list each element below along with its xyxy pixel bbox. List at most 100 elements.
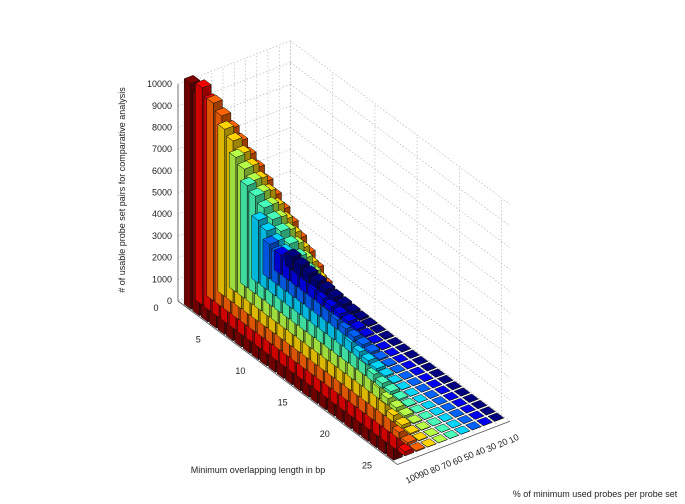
bar bbox=[394, 343, 412, 353]
bar bbox=[411, 355, 429, 366]
y-tick-label: 40 bbox=[473, 445, 487, 459]
bar bbox=[411, 431, 429, 442]
bar bbox=[417, 372, 434, 382]
bar bbox=[434, 385, 451, 395]
bar bbox=[375, 340, 392, 351]
bar bbox=[428, 406, 445, 416]
bar bbox=[423, 427, 440, 437]
x-tick-label: 10 bbox=[235, 366, 245, 376]
bar bbox=[358, 327, 375, 338]
bar bbox=[408, 404, 426, 414]
y-tick-label: 70 bbox=[440, 458, 454, 472]
bar bbox=[352, 310, 369, 321]
bar bbox=[434, 423, 451, 433]
bar bbox=[487, 412, 505, 422]
bar bbox=[389, 364, 406, 374]
bar bbox=[468, 410, 485, 420]
bar bbox=[448, 408, 465, 418]
bar bbox=[425, 417, 443, 427]
bar bbox=[408, 442, 426, 452]
z-tick-label: 4000 bbox=[152, 209, 172, 219]
bar bbox=[420, 400, 437, 410]
z-tick-label: 2000 bbox=[152, 253, 172, 263]
bar bbox=[431, 434, 448, 444]
x-tick-label: 20 bbox=[320, 429, 330, 439]
z-tick-label: 3000 bbox=[152, 231, 172, 241]
bar bbox=[383, 383, 400, 395]
bar bbox=[400, 360, 417, 370]
bar bbox=[397, 407, 414, 419]
x-tick-label: 25 bbox=[362, 460, 372, 470]
bar bbox=[439, 402, 457, 412]
bar bbox=[403, 349, 420, 359]
bar bbox=[437, 413, 454, 423]
z-tick-label: 6000 bbox=[152, 166, 172, 176]
x-tick-label: 15 bbox=[278, 397, 288, 407]
z-tick-label: 10000 bbox=[147, 79, 172, 89]
bar bbox=[420, 438, 437, 448]
bar bbox=[423, 389, 440, 399]
bar bbox=[369, 323, 386, 334]
bar bbox=[428, 368, 445, 378]
y-tick-label: 80 bbox=[428, 462, 442, 476]
bar bbox=[394, 381, 412, 391]
z-axis-label: # of usable probe set pairs for comparat… bbox=[117, 87, 127, 293]
tick-labels: 0100020003000400050006000700080009000100… bbox=[147, 79, 521, 486]
x-axis-label: Minimum overlapping length in bp bbox=[191, 465, 326, 475]
bar bbox=[363, 343, 381, 355]
bar bbox=[378, 330, 395, 340]
bar bbox=[479, 406, 496, 416]
y-tick-label: 10 bbox=[507, 432, 521, 446]
bar bbox=[462, 393, 479, 403]
bar bbox=[445, 381, 462, 391]
bar bbox=[470, 400, 488, 410]
bar bbox=[335, 296, 353, 309]
z-tick-label: 8000 bbox=[152, 123, 172, 133]
bar bbox=[400, 397, 417, 408]
bar bbox=[425, 379, 443, 389]
bar bbox=[372, 350, 389, 362]
z-tick-label: 0 bbox=[167, 296, 172, 306]
z-tick-label: 9000 bbox=[152, 101, 172, 111]
bar bbox=[361, 317, 378, 328]
bar bbox=[451, 398, 468, 408]
bar bbox=[406, 414, 423, 425]
z-tick-label: 7000 bbox=[152, 144, 172, 154]
bar bbox=[378, 367, 395, 378]
bar bbox=[465, 421, 482, 431]
bar bbox=[417, 410, 434, 421]
bar bbox=[459, 404, 476, 414]
bar bbox=[386, 336, 403, 347]
bar bbox=[408, 366, 426, 376]
y-tick-label: 60 bbox=[451, 454, 465, 468]
bar bbox=[456, 414, 474, 424]
y-tick-label: 30 bbox=[485, 441, 499, 455]
y-tick-label: 90 bbox=[417, 467, 431, 481]
bar bbox=[476, 416, 493, 426]
bar bbox=[397, 370, 414, 380]
y-tick-label: 50 bbox=[462, 449, 476, 463]
bar bbox=[406, 377, 423, 387]
bar bbox=[453, 425, 471, 435]
bar bbox=[420, 362, 437, 372]
bar bbox=[380, 357, 398, 368]
bar bbox=[414, 383, 431, 393]
bar bbox=[445, 419, 462, 429]
y-tick-label: 20 bbox=[496, 436, 510, 450]
z-tick-label: 5000 bbox=[152, 188, 172, 198]
bar bbox=[403, 387, 420, 397]
bar bbox=[453, 387, 471, 397]
bar bbox=[349, 320, 367, 332]
bar bbox=[344, 303, 361, 315]
x-tick-label: 0 bbox=[153, 303, 158, 313]
bar bbox=[411, 394, 429, 404]
bar bbox=[383, 347, 400, 357]
bar bbox=[386, 374, 403, 385]
y-axis-label: % of minimum used probes per probe set bbox=[513, 489, 678, 499]
bars bbox=[183, 75, 505, 461]
bar bbox=[366, 334, 384, 345]
z-tick-label: 1000 bbox=[152, 274, 172, 284]
bar bbox=[403, 424, 420, 436]
